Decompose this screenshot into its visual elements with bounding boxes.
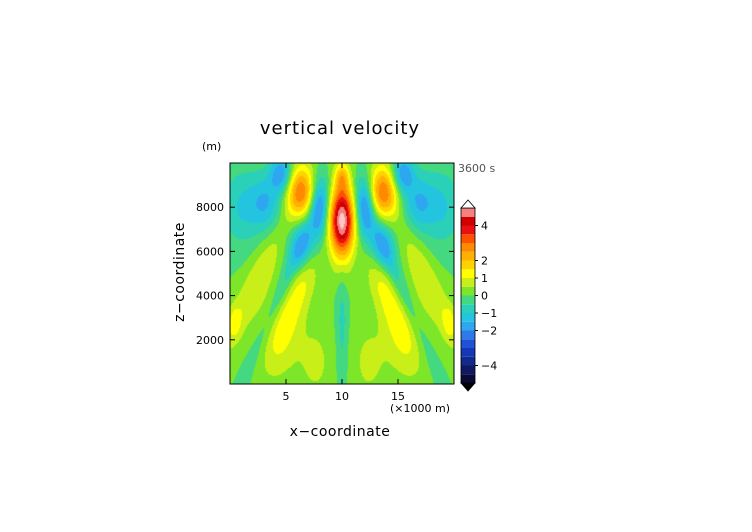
- colorbar-tick-label: −2: [481, 325, 497, 338]
- colorbar-swatch: [461, 287, 475, 296]
- colorbar-tick-label: −1: [481, 307, 497, 320]
- time-label: 3600 s: [458, 162, 495, 175]
- colorbar-swatch: [461, 366, 475, 375]
- colorbar-swatch: [461, 313, 475, 322]
- contour-field: [230, 163, 454, 384]
- colorbar-swatch: [461, 252, 475, 261]
- colorbar-swatch: [461, 269, 475, 278]
- y-tick-label: 8000: [196, 201, 224, 214]
- x-tick-label: 5: [283, 390, 290, 403]
- colorbar-tick-label: 2: [481, 255, 488, 268]
- colorbar-swatch: [461, 261, 475, 270]
- colorbar-swatch: [461, 339, 475, 348]
- colorbar-swatch: [461, 348, 475, 357]
- colorbar-swatch: [461, 322, 475, 331]
- colorbar: −4 −2 −1 0 1 2 4: [461, 200, 497, 391]
- chart-title: vertical velocity: [260, 118, 420, 139]
- x-tick-label: 10: [335, 390, 349, 403]
- colorbar-swatch: [461, 243, 475, 252]
- y-tick-label: 4000: [196, 290, 224, 303]
- colorbar-swatch: [461, 208, 475, 217]
- y-tick-label: 2000: [196, 334, 224, 347]
- y-tick-label: 6000: [196, 245, 224, 258]
- colorbar-max-arrow: [461, 200, 475, 208]
- colorbar-swatch: [461, 304, 475, 313]
- x-unit-label: (×1000 m): [390, 402, 450, 415]
- colorbar-swatch: [461, 374, 475, 383]
- y-axis-label: z−coordinate: [172, 222, 188, 322]
- colorbar-swatch: [461, 331, 475, 340]
- colorbar-swatch: [461, 296, 475, 305]
- colorbar-swatch: [461, 226, 475, 235]
- colorbar-swatch: [461, 278, 475, 287]
- colorbar-tick-label: 1: [481, 272, 488, 285]
- colorbar-min-arrow: [461, 383, 475, 391]
- colorbar-swatch: [461, 357, 475, 366]
- colorbar-tick-label: 0: [481, 290, 488, 303]
- colorbar-tick-label: −4: [481, 360, 497, 373]
- colorbar-swatch: [461, 234, 475, 243]
- x-axis-label: x−coordinate: [290, 424, 391, 440]
- y-unit-label: (m): [202, 140, 221, 153]
- colorbar-swatch: [461, 217, 475, 226]
- colorbar-tick-label: 4: [481, 220, 488, 233]
